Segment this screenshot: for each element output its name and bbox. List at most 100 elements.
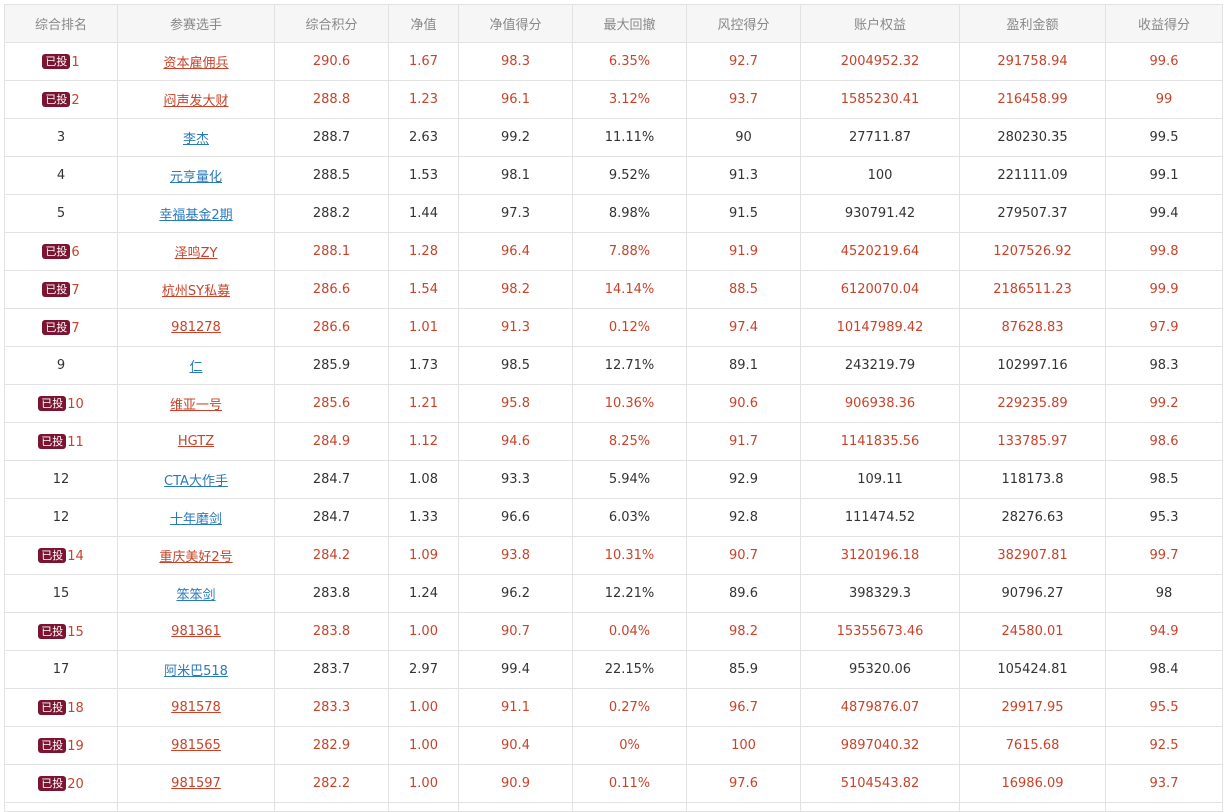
header-player[interactable]: 参赛选手 (117, 4, 275, 43)
invested-badge: 已投 (42, 53, 71, 69)
max-drawdown-cell: 10.36% (572, 384, 687, 423)
nav-cell: 1.24 (388, 574, 459, 613)
player-link[interactable]: 笨笨剑 (176, 588, 216, 603)
equity-cell: 111474.52 (800, 498, 960, 537)
player-link[interactable]: 闷声发大财 (163, 94, 229, 109)
empty-cell (274, 802, 389, 812)
risk-score-cell: 88.5 (686, 270, 801, 309)
invested-badge: 已投 (38, 547, 67, 563)
invested-badge: 已投 (38, 623, 67, 639)
table-row: 15 笨笨剑 283.8 1.24 96.2 12.21% 89.6 398329.3 9079… (4, 574, 1223, 613)
player-link[interactable]: 泽鸣ZY (174, 246, 218, 261)
risk-score-cell: 98.2 (686, 612, 801, 651)
equity-cell: 9897040.32 (800, 726, 960, 765)
max-drawdown-cell: 0.11% (572, 764, 687, 803)
rank-cell: 已投 14 (4, 536, 118, 575)
return-score-cell: 99.7 (1105, 536, 1223, 575)
return-score-cell: 97.9 (1105, 308, 1223, 347)
player-link[interactable]: 981597 (171, 776, 221, 791)
rank-cell: 3 (4, 118, 118, 157)
player-link[interactable]: 981578 (171, 700, 221, 715)
header-return-score[interactable]: 收益得分 (1105, 4, 1223, 43)
player-link[interactable]: 十年磨剑 (169, 512, 222, 527)
header-nav[interactable]: 净值 (388, 4, 459, 43)
player-link[interactable]: 981278 (171, 320, 221, 335)
nav-score-cell: 96.4 (458, 232, 573, 271)
table-row: 5 幸福基金2期 288.2 1.44 97.3 8.98% 91.5 930791.42 27… (4, 194, 1223, 233)
rank-cell: 4 (4, 156, 118, 195)
player-link[interactable]: 重庆美好2号 (159, 550, 233, 565)
profit-cell: 279507.37 (959, 194, 1106, 233)
player-link[interactable]: 资本雇佣兵 (163, 56, 229, 71)
return-score-cell: 99.6 (1105, 42, 1223, 81)
return-score-cell: 98.6 (1105, 422, 1223, 461)
total-score-cell: 282.9 (274, 726, 389, 765)
table-row: 已投 1 资本雇佣兵 290.6 1.67 98.3 6.35% 92.7 2004952.32… (4, 42, 1223, 81)
player-link[interactable]: 981565 (171, 738, 221, 753)
player-link[interactable]: 杭州SY私募 (161, 284, 231, 299)
risk-score-cell: 91.3 (686, 156, 801, 195)
player-link[interactable]: 981361 (171, 624, 221, 639)
rank-cell: 12 (4, 460, 118, 499)
header-max-drawdown[interactable]: 最大回撤 (572, 4, 687, 43)
equity-cell: 4520219.64 (800, 232, 960, 271)
player-link[interactable]: 阿米巴518 (164, 664, 228, 679)
rank-cell: 已投 7 (4, 308, 118, 347)
rank-value: 12 (52, 510, 70, 525)
risk-score-cell: 85.9 (686, 650, 801, 689)
total-score-cell: 288.2 (274, 194, 389, 233)
player-cell: HGTZ (117, 422, 275, 461)
header-nav-score[interactable]: 净值得分 (458, 4, 573, 43)
rank-cell: 已投 2 (4, 80, 118, 119)
profit-cell: 280230.35 (959, 118, 1106, 157)
rank-cell: 已投 18 (4, 688, 118, 727)
total-score-cell: 286.6 (274, 270, 389, 309)
header-profit[interactable]: 盈利金额 (959, 4, 1106, 43)
nav-score-cell: 96.1 (458, 80, 573, 119)
risk-score-cell: 90.7 (686, 536, 801, 575)
nav-cell: 1.00 (388, 764, 459, 803)
nav-cell: 1.73 (388, 346, 459, 385)
player-link[interactable]: 仁 (189, 360, 203, 375)
risk-score-cell: 91.7 (686, 422, 801, 461)
table-row: 12 十年磨剑 284.7 1.33 96.6 6.03% 92.8 111474.52 282… (4, 498, 1223, 537)
player-cell: 泽鸣ZY (117, 232, 275, 271)
table-row: 4 元亨量化 288.5 1.53 98.1 9.52% 91.3 100 221111.09 9… (4, 156, 1223, 195)
rank-value: 10 (67, 396, 84, 412)
rank-cell: 15 (4, 574, 118, 613)
total-score-cell: 284.7 (274, 460, 389, 499)
return-score-cell: 98.3 (1105, 346, 1223, 385)
player-link[interactable]: 维亚一号 (169, 398, 222, 413)
player-cell: 981597 (117, 764, 275, 803)
player-link[interactable]: 元亨量化 (169, 170, 222, 185)
total-score-cell: 288.5 (274, 156, 389, 195)
player-cell: 李杰 (117, 118, 275, 157)
player-link[interactable]: 李杰 (182, 132, 209, 147)
profit-cell: 16986.09 (959, 764, 1106, 803)
table-row: 已投 7 杭州SY私募 286.6 1.54 98.2 14.14% 88.5 6120070.… (4, 270, 1223, 309)
player-cell: 981578 (117, 688, 275, 727)
table-row: 已投 19 981565 282.9 1.00 90.4 0% 100 9897040.32 76… (4, 726, 1223, 765)
header-risk-score[interactable]: 风控得分 (686, 4, 801, 43)
total-score-cell: 290.6 (274, 42, 389, 81)
profit-cell: 87628.83 (959, 308, 1106, 347)
rank-value: 17 (52, 662, 70, 677)
player-link[interactable]: 幸福基金2期 (159, 208, 233, 223)
rank-value: 15 (52, 586, 70, 601)
table-row: 已投 18 981578 283.3 1.00 91.1 0.27% 96.7 4879876.… (4, 688, 1223, 727)
header-total-score[interactable]: 综合积分 (274, 4, 389, 43)
equity-cell: 2004952.32 (800, 42, 960, 81)
total-score-cell: 283.3 (274, 688, 389, 727)
rank-cell: 12 (4, 498, 118, 537)
nav-cell: 1.23 (388, 80, 459, 119)
risk-score-cell: 96.7 (686, 688, 801, 727)
player-link[interactable]: CTA大作手 (164, 474, 228, 489)
player-cell: 981361 (117, 612, 275, 651)
nav-score-cell: 94.6 (458, 422, 573, 461)
header-rank[interactable]: 综合排名 (4, 4, 118, 43)
player-link[interactable]: HGTZ (177, 434, 215, 449)
profit-cell: 221111.09 (959, 156, 1106, 195)
return-score-cell: 99.1 (1105, 156, 1223, 195)
header-equity[interactable]: 账户权益 (800, 4, 960, 43)
rank-value: 7 (71, 320, 80, 336)
